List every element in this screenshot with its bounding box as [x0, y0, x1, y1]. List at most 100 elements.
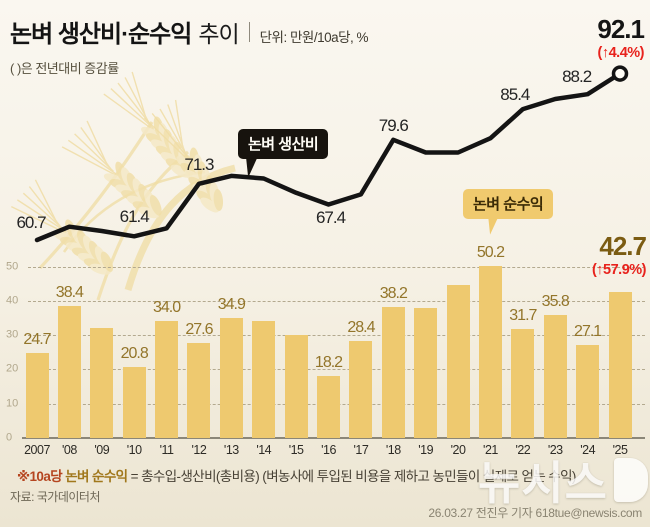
bar-value-label: 38.2 [379, 284, 408, 302]
line-end-marker [611, 65, 629, 82]
bar-'09 [90, 327, 114, 438]
bar-value-label: 27.1 [574, 323, 602, 341]
formula-note: ※10a당 논벼 순수익 = 총수입-생산비(총비용) (벼농사에 투입된 비용… [17, 465, 576, 485]
bar-value-label: 34.9 [217, 296, 246, 314]
bar-2007 [25, 353, 49, 438]
x-label-'10: '10 [126, 443, 142, 457]
bar-'20 [446, 285, 470, 438]
bar-value-label: 28.4 [347, 318, 375, 336]
wheat-ear [61, 120, 162, 219]
x-axis-baseline [22, 437, 645, 439]
bar-'23 [543, 315, 567, 438]
x-label-'14: '14 [256, 443, 272, 457]
bar-value-label: 20.8 [120, 344, 149, 362]
legend-note: ( )은 전년대비 증감률 [10, 61, 119, 76]
bar-'21 [478, 265, 502, 438]
bar-'22 [511, 329, 535, 438]
x-label-'12: '12 [191, 443, 207, 457]
bar-'13 [219, 318, 243, 438]
bar-'12 [187, 343, 211, 438]
y-tick-label: 0 [6, 431, 13, 444]
unit-label: 단위: 만원/10a당, % [259, 30, 369, 45]
x-label-'25: '25 [612, 443, 628, 457]
title-divider [248, 21, 250, 42]
line-value-label: 85.4 [500, 85, 530, 105]
cost-badge-tail [245, 154, 262, 178]
line-value-label: 71.3 [184, 154, 214, 174]
x-label-2007: 2007 [24, 443, 50, 457]
bar-'24 [576, 345, 600, 438]
bar-'25 [608, 291, 632, 438]
x-label-'17: '17 [353, 443, 369, 457]
x-label-'11: '11 [159, 443, 174, 457]
y-tick-label: 30 [6, 328, 19, 341]
profit-latest-number: 42.7 [599, 231, 647, 261]
profit-latest-change: (↑57.9%) [591, 262, 647, 279]
cost-series-badge: 논벼 생산비 [238, 129, 329, 159]
gridline-40 [28, 300, 645, 302]
x-label-'18: '18 [385, 443, 401, 457]
x-label-'21: '21 [483, 443, 498, 457]
x-label-'23: '23 [547, 443, 563, 457]
profit-series-badge: 논벼 순수익 [463, 189, 554, 219]
bar-'19 [414, 307, 438, 438]
bar-value-label: 18.2 [314, 353, 343, 371]
bar-value-label: 50.2 [476, 243, 505, 261]
bar-'08 [57, 306, 81, 438]
header: 논벼 생산비·순수익 추이 단위: 만원/10a당, % [10, 14, 369, 49]
page-title-suffix: 추이 [198, 21, 239, 47]
line-value-label: 60.7 [16, 212, 46, 232]
cost-line-path [34, 71, 623, 243]
x-label-'15: '15 [288, 443, 304, 457]
x-label-'08: '08 [61, 443, 77, 457]
bar-'11 [155, 321, 179, 438]
x-label-'16: '16 [321, 443, 336, 457]
x-label-'20: '20 [450, 443, 466, 457]
profit-badge-tail [487, 213, 503, 235]
watermark-text: 뉴시스 [478, 457, 608, 509]
line-value-label: 67.4 [315, 208, 346, 228]
bar-'17 [349, 340, 373, 438]
gridline-30 [28, 335, 645, 337]
cost-latest-change: (↑4.4%) [597, 45, 645, 62]
line-value-label: 88.2 [562, 67, 592, 87]
bar-'10 [122, 366, 146, 438]
formula-rest: = 총수입-생산비(총비용) (벼농사에 투입된 비용을 제하고 농민들이 실제… [127, 469, 577, 484]
wheat-ear [11, 179, 114, 275]
bar-'18 [381, 306, 405, 438]
formula-term: 논벼 순수익 [65, 469, 128, 484]
newsis-logo-mark-icon [614, 458, 648, 502]
gridline-50 [28, 266, 645, 268]
x-label-'09: '09 [94, 443, 110, 457]
y-tick-label: 40 [6, 294, 19, 307]
bar-value-label: 24.7 [23, 331, 51, 349]
line-value-label: 61.4 [119, 207, 150, 227]
formula-prefix: ※10a당 [17, 469, 66, 484]
bar-value-label: 38.4 [55, 284, 84, 302]
bar-'14 [252, 321, 276, 438]
bar-value-label: 31.7 [509, 307, 537, 325]
bar-'16 [317, 375, 340, 438]
gridline-20 [28, 369, 645, 371]
page-title: 논벼 생산비·순수익 [10, 21, 192, 48]
x-label-'24: '24 [580, 443, 596, 457]
bar-'15 [284, 335, 308, 438]
newsis-watermark: 뉴시스 [478, 447, 648, 513]
data-source: 자료: 국가데이터처 [10, 490, 101, 504]
bar-value-label: 27.6 [185, 321, 213, 339]
cost-latest-number: 92.1 [597, 14, 645, 44]
y-tick-label: 20 [6, 362, 19, 375]
bar-value-label: 35.8 [541, 293, 570, 311]
cost-latest-value: 92.1 (↑4.4%) [597, 14, 645, 62]
byline-credit: 26.03.27 전진우 기자 618tue@newsis.com [428, 506, 642, 520]
x-label-'13: '13 [223, 443, 239, 457]
profit-latest-value: 42.7 (↑57.9%) [591, 231, 647, 279]
line-value-label: 79.6 [378, 115, 409, 135]
x-label-'22: '22 [515, 443, 531, 457]
x-label-'19: '19 [418, 443, 434, 457]
y-tick-label: 10 [6, 397, 19, 410]
